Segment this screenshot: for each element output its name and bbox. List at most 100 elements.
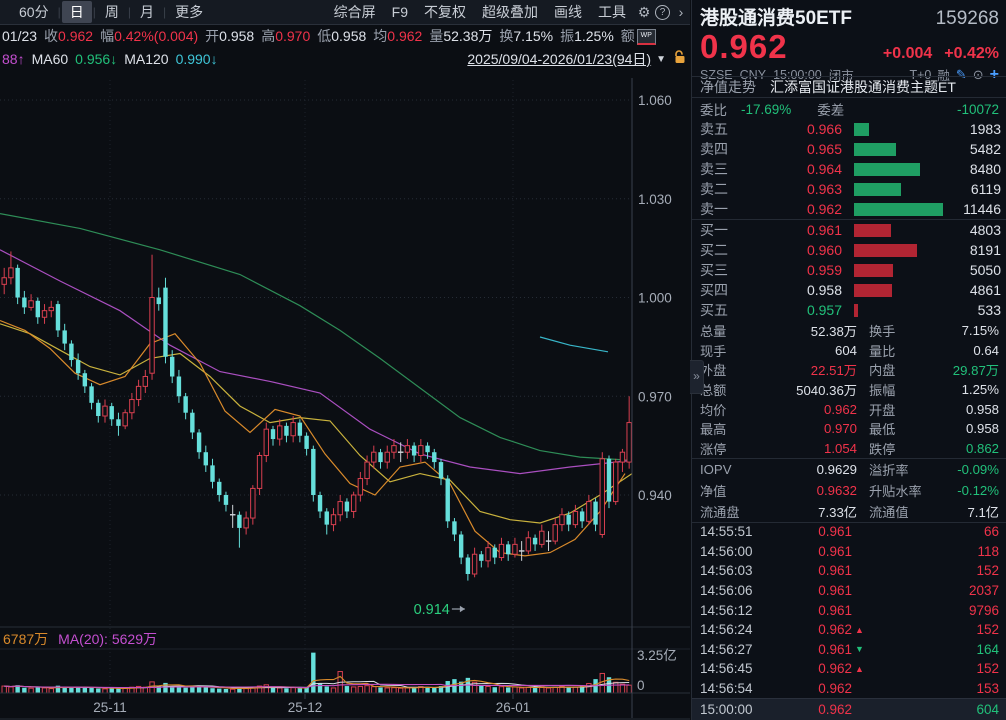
period-tabs: 60分 | 日 | 周 | 月 | 更多 <box>0 1 212 23</box>
tape-row: 14:56:06 0.961 2037 <box>692 581 1006 601</box>
toolbar-button-0[interactable]: 综合屏 <box>333 4 376 20</box>
toolbar-button-1[interactable]: F9 <box>391 4 408 20</box>
stat-label: 流通值 <box>869 505 909 520</box>
stat-value: 0.958 <box>965 401 999 417</box>
ma-legend-row: 88↑ MA60 0.956↓ MA120 0.990↓ <box>2 49 688 69</box>
ask-row-volume: 1983 <box>969 121 1001 137</box>
summary-value: 7.15% <box>513 28 554 44</box>
alert-icon[interactable]: ⊙ <box>972 66 984 82</box>
add-icon[interactable]: + <box>989 65 999 83</box>
ask-row[interactable]: 卖二 0.963 6119 <box>692 179 1006 199</box>
bid-row-price[interactable]: 0.961 <box>806 222 842 238</box>
tab-period-2[interactable]: 周 <box>104 4 119 20</box>
toolbar-button-5[interactable]: 工具 <box>598 4 626 20</box>
depth-bar <box>854 263 943 277</box>
period-toolbar: 60分 | 日 | 周 | 月 | 更多 综合屏 F9 不复权 超级叠加 画线 工具 ⚙? › <box>0 0 690 25</box>
stat-value: 604 <box>834 342 857 358</box>
wp-window-icon[interactable]: WP <box>636 29 656 46</box>
edit-icon[interactable]: ✎ <box>955 66 967 82</box>
ask-row[interactable]: 卖三 0.964 8480 <box>692 159 1006 179</box>
bid-row-price[interactable]: 0.958 <box>806 282 842 298</box>
time-and-sales: 14:55:51 0.961 66 14:56:00 0.961 118 14:56:03 0… <box>692 522 1006 720</box>
stat-label: 现手 <box>700 343 727 359</box>
tape-row: 14:56:03 0.961 152 <box>692 561 1006 581</box>
bid-row-volume: 5050 <box>969 262 1001 278</box>
weicha-value: -10072 <box>956 101 999 117</box>
bid-row[interactable]: 买三 0.959 5050 <box>692 260 1006 280</box>
summary-value: 0.958 <box>219 28 255 44</box>
summary-value: 0.42%(0.004) <box>114 28 199 44</box>
ask-row-label: 卖三 <box>700 161 728 177</box>
ask-row[interactable]: 卖一 0.962 11446 <box>692 199 1006 219</box>
stat-row: 外盘 22.51万 内盘 29.87万 <box>692 360 1006 380</box>
ask-row-price[interactable]: 0.962 <box>806 201 842 217</box>
bid-row[interactable]: 买四 0.958 4861 <box>692 280 1006 300</box>
tab-separator: | <box>162 5 167 19</box>
ask-row-price[interactable]: 0.963 <box>806 181 842 197</box>
stat-label: 溢折率 <box>869 463 909 478</box>
tape-time: 14:56:27 <box>700 641 753 657</box>
depth-bar-fill <box>854 303 859 317</box>
bid-row-price[interactable]: 0.959 <box>806 262 842 278</box>
stat-value: 0.962 <box>823 401 857 417</box>
bid-row-label: 买三 <box>700 262 728 278</box>
summary-date: 01/23 <box>2 28 38 44</box>
tab-period-4[interactable]: 更多 <box>175 4 204 20</box>
bid-row[interactable]: 买二 0.960 8191 <box>692 240 1006 260</box>
panel-expand-toggle[interactable]: » <box>690 360 704 394</box>
summary-value: 1.25% <box>574 28 614 44</box>
fund-name-link[interactable]: 汇添富国证港股通消费主题ET <box>770 79 956 95</box>
low-price-annotation: 0.914 <box>414 602 450 618</box>
depth-bar <box>854 182 943 196</box>
stat-row: 均价 0.962 开盘 0.958 <box>692 399 1006 419</box>
date-range-selector[interactable]: 2025/09/04-2026/01/23(94日) ▼ <box>467 49 666 69</box>
tape-price: 0.962 <box>818 681 852 697</box>
summary-item-9: 额 WP <box>621 26 656 46</box>
depth-bar-fill <box>854 243 918 257</box>
stat-value: 0.64 <box>973 342 999 358</box>
bid-row-price[interactable]: 0.957 <box>806 302 842 318</box>
ask-row-price[interactable]: 0.966 <box>806 121 842 137</box>
ask-row[interactable]: 卖四 0.965 5482 <box>692 139 1006 159</box>
tab-period-0[interactable]: 60分 <box>19 4 49 20</box>
down-arrow-icon: ▼ <box>855 644 864 655</box>
help-icon[interactable]: ? <box>655 4 670 20</box>
tab-period-3[interactable]: 月 <box>139 4 154 20</box>
chevron-down-icon[interactable]: ▼ <box>656 53 666 65</box>
chevron-right-icon[interactable]: › <box>678 4 684 20</box>
ask-row-label: 卖五 <box>700 121 728 137</box>
ma60-value: 0.956↓ <box>75 51 118 67</box>
toolbar-button-3[interactable]: 超级叠加 <box>482 4 538 20</box>
summary-label: 均 <box>373 28 388 44</box>
bid-row-label: 买四 <box>700 282 728 298</box>
tape-row: 14:56:00 0.961 118 <box>692 542 1006 562</box>
bid-row-volume: 8191 <box>969 242 1001 258</box>
nav-trend-link[interactable]: 净值走势 <box>700 79 756 95</box>
bid-row-price[interactable]: 0.960 <box>806 242 842 258</box>
date-range-text[interactable]: 2025/09/04-2026/01/23(94日) <box>467 51 652 67</box>
unlock-icon[interactable] <box>674 50 686 67</box>
summary-label: 幅 <box>100 28 115 44</box>
bid-levels: 买一 0.961 4803 买二 0.960 8191 买三 0.959 5050 买四 0.958… <box>692 220 1006 320</box>
toolbar-button-2[interactable]: 不复权 <box>424 4 466 20</box>
gear-icon[interactable]: ⚙ <box>637 3 651 20</box>
y-axis-tick: 1.000 <box>638 291 672 306</box>
currency-label: CNY <box>739 67 767 82</box>
ask-row-label: 卖四 <box>700 141 728 157</box>
tape-time: 14:56:03 <box>700 563 753 579</box>
bid-row[interactable]: 买五 0.957 533 <box>692 300 1006 320</box>
tape-time: 14:56:54 <box>700 681 753 697</box>
fund-nav-row: 净值走势 汇添富国证港股通消费主题ET <box>692 76 1006 98</box>
bid-row[interactable]: 买一 0.961 4803 <box>692 220 1006 240</box>
ask-row[interactable]: 卖五 0.966 1983 <box>692 119 1006 139</box>
candlestick-chart[interactable]: 1.060 1.030 1.000 0.970 0.940 3.25亿 0 25-11 25-1… <box>0 0 690 720</box>
depth-bar <box>854 223 943 237</box>
toolbar-button-4[interactable]: 画线 <box>554 4 582 20</box>
ask-row-price[interactable]: 0.965 <box>806 141 842 157</box>
tape-time: 14:56:45 <box>700 661 753 677</box>
tape-row: 14:56:12 0.961 9796 <box>692 600 1006 620</box>
tab-period-1[interactable]: 日 <box>61 1 92 23</box>
bid-row-volume: 4803 <box>969 222 1001 238</box>
bid-row-volume: 4861 <box>969 282 1001 298</box>
ask-row-price[interactable]: 0.964 <box>806 161 842 177</box>
